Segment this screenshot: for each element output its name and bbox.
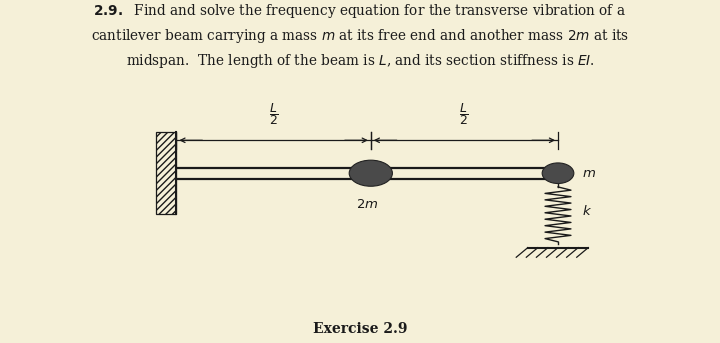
Text: $k$: $k$ (582, 204, 593, 218)
Bar (156, 132, 176, 214)
Text: $\dfrac{L}{2}$: $\dfrac{L}{2}$ (269, 100, 279, 127)
Text: $2m$: $2m$ (356, 198, 378, 211)
Ellipse shape (542, 163, 574, 184)
Ellipse shape (349, 160, 392, 186)
Text: $m$: $m$ (582, 167, 596, 180)
Text: $\dfrac{L}{2}$: $\dfrac{L}{2}$ (459, 100, 469, 127)
Text: Exercise 2.9: Exercise 2.9 (312, 322, 408, 336)
Text: $\mathbf{2.9.}$  Find and solve the frequency equation for the transverse vibrat: $\mathbf{2.9.}$ Find and solve the frequ… (91, 2, 629, 70)
